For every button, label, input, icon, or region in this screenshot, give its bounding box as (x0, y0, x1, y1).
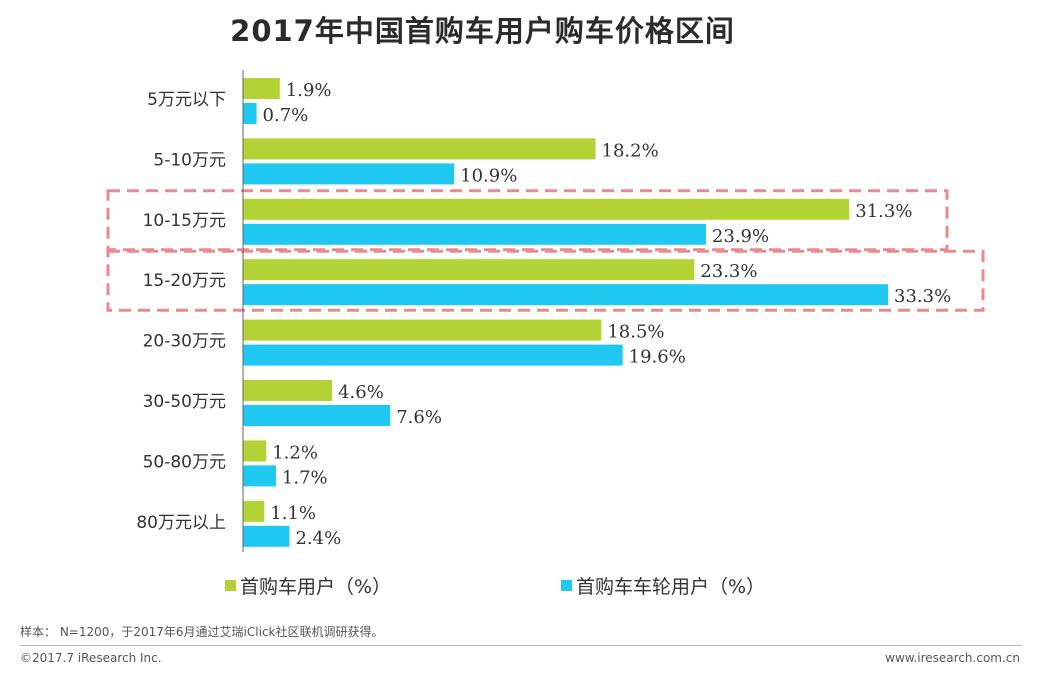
category-label: 80万元以上 (136, 513, 226, 533)
copyright: ©2017.7 iResearch Inc. (20, 651, 162, 665)
bar-series-2 (243, 103, 257, 124)
sample-note: 样本： N=1200，于2017年6月通过艾瑞iClick社区联机调研获得。 (20, 625, 384, 639)
bar-series-1 (243, 198, 850, 220)
bar-series-2 (243, 344, 623, 366)
bar-series-2 (243, 223, 706, 245)
data-label-series-1: 31.3% (855, 201, 912, 222)
bar-series-2 (243, 525, 290, 547)
data-label-series-1: 1.1% (270, 503, 316, 524)
highlight-box-2 (106, 249, 985, 312)
bar-series-2 (243, 465, 276, 487)
data-label-series-2: 7.6% (396, 407, 442, 428)
bar-series-1 (243, 440, 267, 462)
chart-title: 2017年中国首购车用户购车价格区间 (230, 14, 735, 48)
bar-series-1 (243, 500, 265, 522)
bar-series-2 (243, 163, 455, 185)
data-label-series-1: 18.5% (607, 322, 664, 343)
bar-chart: 5万元以下 1.9% 0.7% 5-10万元 18.2% 10.9% 10-15万元 31.3… (106, 70, 985, 552)
data-label-series-2: 10.9% (460, 165, 517, 186)
data-label-series-1: 23.3% (700, 261, 757, 282)
category-label: 5万元以下 (147, 90, 226, 110)
website-link[interactable]: www.iresearch.com.cn (885, 651, 1020, 665)
category-label: 5-10万元 (153, 150, 226, 170)
data-label-series-1: 1.2% (272, 442, 318, 463)
data-label-series-2: 2.4% (295, 528, 341, 549)
legend-item-series-2: 首购车车轮用户（%） (561, 572, 765, 599)
data-label-series-2: 0.7% (263, 105, 309, 126)
category-label: 10-15万元 (143, 211, 226, 231)
bar-series-1 (243, 380, 333, 401)
bar-series-2 (243, 284, 888, 306)
bar-series-1 (243, 78, 280, 99)
data-label-series-2: 19.6% (629, 347, 686, 368)
legend-label-series-1: 首购车用户（%） (240, 576, 392, 598)
category-label: 50-80万元 (143, 452, 226, 472)
category-label: 20-30万元 (143, 332, 226, 352)
data-label-series-1: 18.2% (602, 140, 659, 161)
data-label-series-1: 1.9% (286, 80, 332, 101)
bar-series-1 (243, 319, 602, 341)
legend-swatch-series-2 (561, 580, 572, 591)
category-label: 15-20万元 (143, 271, 226, 291)
data-label-series-2: 1.7% (282, 467, 328, 488)
footer-divider (20, 645, 1022, 646)
bar-series-1 (243, 259, 695, 281)
legend-swatch-series-1 (225, 580, 236, 591)
category-label: 30-50万元 (143, 392, 226, 412)
bar-series-2 (243, 405, 391, 426)
data-label-series-2: 23.9% (712, 226, 769, 247)
legend-item-series-1: 首购车用户（%） (225, 572, 391, 599)
bar-series-1 (243, 138, 596, 160)
legend-label-series-2: 首购车车轮用户（%） (576, 576, 766, 598)
data-label-series-2: 33.3% (894, 286, 951, 307)
data-label-series-1: 4.6% (338, 382, 384, 403)
